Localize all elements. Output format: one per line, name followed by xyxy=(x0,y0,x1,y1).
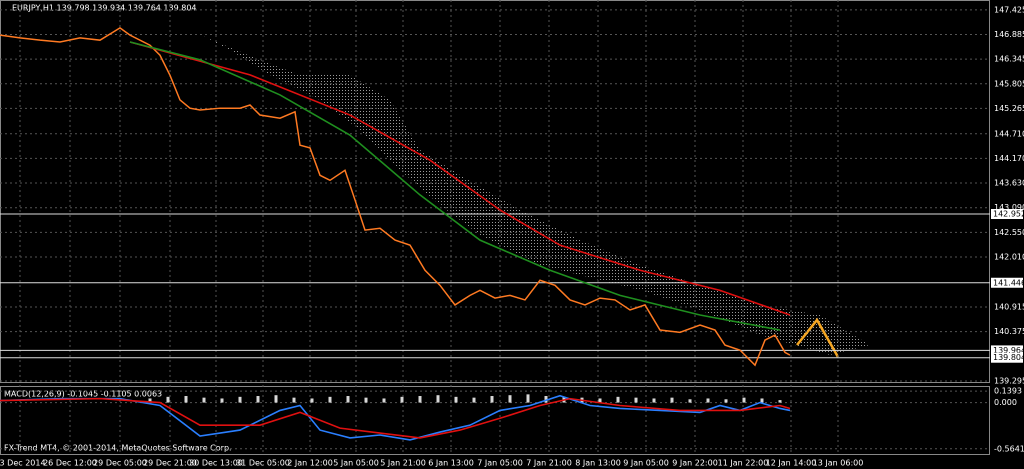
y-tick-label: 146.345 xyxy=(994,55,1024,64)
histogram-bar xyxy=(328,396,332,403)
histogram-bar xyxy=(166,396,170,403)
level-tag xyxy=(991,277,1023,288)
histogram-bar xyxy=(634,397,638,403)
y-tick-label: 147.425 xyxy=(994,5,1024,14)
x-tick-label: 30 Dec 13:00 xyxy=(189,459,243,468)
y-tick-label: 140.915 xyxy=(994,302,1024,311)
x-tick-label: 29 Dec 21:00 xyxy=(143,459,197,468)
y-tick-label: 145.805 xyxy=(994,79,1024,88)
histogram-bar xyxy=(490,396,494,403)
y-tick-label: 143.630 xyxy=(994,179,1024,188)
histogram-bar xyxy=(292,397,296,403)
x-tick-label: 5 Jan 05:00 xyxy=(333,459,379,468)
histogram-bar xyxy=(184,396,188,403)
y-tick-label: 0.000 xyxy=(994,398,1017,407)
x-tick-label: 29 Dec 05:00 xyxy=(93,459,147,468)
y-tick-label: 144.170 xyxy=(994,154,1024,163)
projection-path xyxy=(796,317,840,358)
y-tick-label: 143.090 xyxy=(994,203,1024,212)
y-tick-label: 139.295 xyxy=(994,376,1024,385)
x-tick-label: 26 Dec 12:00 xyxy=(43,459,97,468)
x-tick-label: 23 Dec 2014 xyxy=(0,459,46,468)
x-tick-label: 2 Jan 12:00 xyxy=(287,459,333,468)
level-label: 141.446 xyxy=(993,278,1024,287)
histogram-bar xyxy=(706,398,710,403)
ichimoku-cloud xyxy=(200,35,870,355)
histogram-bar xyxy=(256,396,260,403)
series-line xyxy=(0,397,791,439)
histogram-bar xyxy=(310,398,314,403)
histogram-bar xyxy=(364,397,368,403)
histogram-bar xyxy=(508,395,512,403)
x-tick-label: 8 Jan 13:00 xyxy=(575,459,621,468)
histogram-bar xyxy=(148,398,152,403)
copyright: FX-Trend MT4, © 2001-2014, MetaQuotes So… xyxy=(4,444,232,453)
histogram-bar xyxy=(652,398,656,403)
histogram-bar xyxy=(202,397,206,403)
level-tag xyxy=(991,345,1023,356)
histogram-bar xyxy=(688,399,692,403)
histogram-bar xyxy=(346,396,350,403)
x-tick-label: 7 Jan 05:00 xyxy=(477,459,523,468)
price-panel-frame xyxy=(0,0,990,383)
level-tag xyxy=(991,352,1023,363)
x-tick-label: 11 Jan 22:00 xyxy=(718,459,769,468)
y-tick-label: 146.885 xyxy=(994,30,1024,39)
symbol-header: EURJPY,H1 139.798 139.934 139.764 139.80… xyxy=(12,4,197,13)
x-tick-label: 5 Jan 21:00 xyxy=(380,459,426,468)
x-tick-label: 12 Jan 14:00 xyxy=(766,459,817,468)
x-tick-label: 31 Dec 05:00 xyxy=(236,459,290,468)
histogram-bar xyxy=(472,397,476,403)
level-label: 139.964 xyxy=(993,346,1024,355)
level-label: 139.804 xyxy=(993,353,1024,362)
histogram-bar xyxy=(598,398,602,403)
series-line xyxy=(129,41,791,316)
histogram-bar xyxy=(616,396,620,403)
y-tick-label: -0.5641 xyxy=(994,444,1024,453)
macd-panel-frame xyxy=(0,386,990,455)
histogram-bar xyxy=(454,396,458,403)
histogram-bar xyxy=(778,400,782,403)
histogram-bar xyxy=(544,396,548,403)
histogram-bar xyxy=(220,398,224,403)
histogram-bar xyxy=(274,395,278,403)
x-tick-label: 6 Jan 13:00 xyxy=(428,459,474,468)
series-line xyxy=(0,26,791,367)
level-tag xyxy=(991,209,1023,220)
y-tick-label: 0.1393 xyxy=(994,387,1022,396)
histogram-bar xyxy=(742,397,746,403)
histogram-bar xyxy=(526,394,530,403)
x-tick-label: 7 Jan 21:00 xyxy=(526,459,572,468)
y-tick-label: 144.710 xyxy=(994,129,1024,138)
macd-header: MACD(12,26,9) -0.1045 -0.1105 0.0063 xyxy=(4,390,162,399)
y-tick-label: 145.265 xyxy=(994,104,1024,113)
level-label: 142.952 xyxy=(993,210,1024,219)
histogram-bar xyxy=(670,397,674,403)
histogram-bar xyxy=(400,396,404,403)
x-tick-label: 9 Jan 22:00 xyxy=(672,459,718,468)
y-tick-label: 142.010 xyxy=(994,253,1024,262)
histogram-bar xyxy=(382,398,386,403)
histogram-bar xyxy=(418,396,422,403)
x-tick-label: 9 Jan 05:00 xyxy=(623,459,669,468)
histogram-bar xyxy=(724,399,728,403)
histogram-bar xyxy=(238,396,242,403)
y-tick-label: 142.550 xyxy=(994,228,1024,237)
histogram-bar xyxy=(760,398,764,403)
series-line xyxy=(129,41,781,331)
y-tick-label: 140.375 xyxy=(994,327,1024,336)
x-tick-label: 13 Jan 06:00 xyxy=(813,459,864,468)
histogram-bar xyxy=(436,395,440,403)
series-line xyxy=(0,394,791,441)
